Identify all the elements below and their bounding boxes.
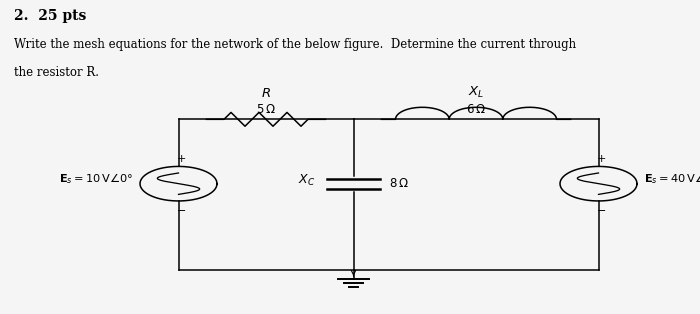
Text: Write the mesh equations for the network of the below figure.  Determine the cur: Write the mesh equations for the network… (14, 38, 576, 51)
Text: $X_C$: $X_C$ (298, 173, 315, 188)
Text: $+$: $+$ (596, 153, 605, 164)
Text: $R$: $R$ (261, 88, 271, 100)
Text: the resistor R.: the resistor R. (14, 66, 99, 79)
Text: $5\,\Omega$: $5\,\Omega$ (256, 103, 276, 116)
Text: $X_L$: $X_L$ (468, 85, 484, 100)
Text: $8\,\Omega$: $8\,\Omega$ (389, 177, 409, 190)
Text: $+$: $+$ (176, 153, 186, 164)
Text: $6\,\Omega$: $6\,\Omega$ (466, 103, 486, 116)
Text: $-$: $-$ (176, 204, 186, 214)
Text: 2.  25 pts: 2. 25 pts (14, 9, 86, 24)
Text: $\mathbf{E}_s = 40\,\mathrm{V}\angle 45°$: $\mathbf{E}_s = 40\,\mathrm{V}\angle 45°… (644, 171, 700, 187)
Text: $-$: $-$ (596, 204, 605, 214)
Text: $\mathbf{E}_s = 10\,\mathrm{V}\angle 0°$: $\mathbf{E}_s = 10\,\mathrm{V}\angle 0°$ (59, 171, 133, 187)
